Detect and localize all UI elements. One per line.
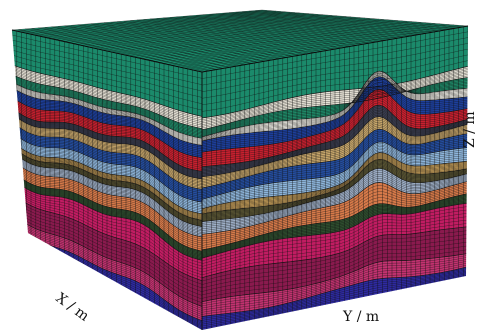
block-outline [11,25,469,330]
z-axis-label: Z / m [462,111,478,148]
y-axis-label: Y / m [343,309,380,325]
top-surface-mesh [11,9,469,73]
front-right-face [202,26,468,330]
front-left-face [12,30,202,330]
